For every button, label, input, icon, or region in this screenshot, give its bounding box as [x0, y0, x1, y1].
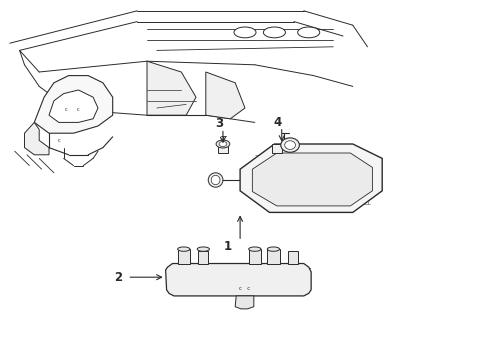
Polygon shape — [235, 296, 254, 309]
Ellipse shape — [264, 27, 285, 38]
Polygon shape — [268, 249, 279, 264]
Ellipse shape — [249, 247, 261, 251]
Polygon shape — [24, 122, 49, 155]
Polygon shape — [218, 146, 228, 153]
Text: c: c — [57, 138, 60, 143]
Ellipse shape — [177, 247, 190, 251]
Polygon shape — [272, 144, 282, 153]
Ellipse shape — [298, 27, 319, 38]
Polygon shape — [240, 144, 382, 212]
Ellipse shape — [197, 247, 210, 251]
Polygon shape — [166, 264, 311, 296]
Polygon shape — [147, 61, 196, 115]
Ellipse shape — [211, 175, 220, 185]
Ellipse shape — [234, 27, 256, 38]
Text: c: c — [65, 107, 68, 112]
Text: c: c — [77, 107, 80, 112]
Ellipse shape — [208, 173, 223, 187]
Text: c   c: c c — [240, 285, 250, 291]
Polygon shape — [34, 76, 113, 133]
Text: 3: 3 — [215, 117, 223, 130]
Ellipse shape — [281, 138, 299, 152]
Text: 1: 1 — [223, 240, 231, 253]
Polygon shape — [249, 249, 261, 264]
Polygon shape — [198, 251, 208, 264]
Polygon shape — [177, 249, 190, 264]
Ellipse shape — [285, 141, 295, 149]
Polygon shape — [252, 153, 372, 206]
Text: 4: 4 — [274, 116, 282, 129]
Ellipse shape — [216, 140, 230, 148]
Polygon shape — [288, 251, 298, 264]
Ellipse shape — [219, 141, 227, 147]
Ellipse shape — [268, 247, 280, 251]
Text: 2: 2 — [115, 271, 122, 284]
Polygon shape — [49, 90, 98, 122]
Polygon shape — [206, 72, 245, 119]
